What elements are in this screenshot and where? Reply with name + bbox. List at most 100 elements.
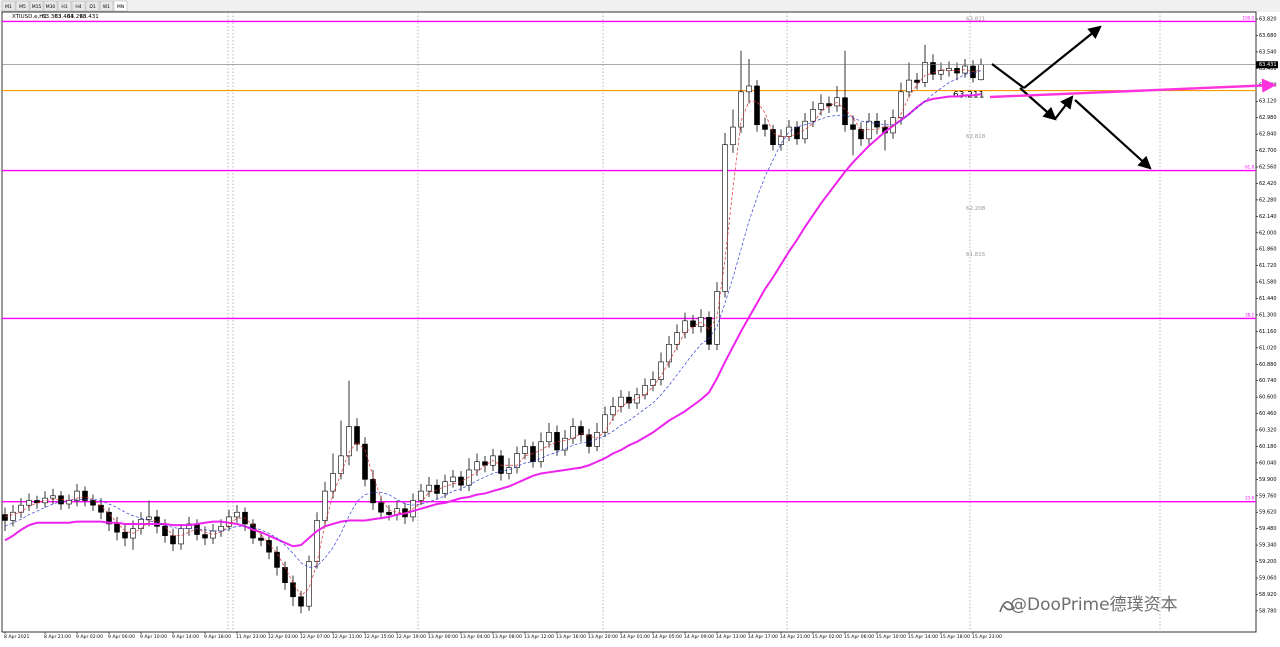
candle-body [770, 129, 776, 145]
x-tick-label: 12 Apr 03:00 [268, 634, 298, 640]
y-tick-label: 60.040 [1259, 460, 1277, 466]
candle-body [706, 317, 712, 345]
header-open: 63.303 [42, 14, 62, 20]
x-tick-label: 13 Apr 08:00 [492, 634, 522, 640]
y-tick-label: 61.720 [1259, 263, 1277, 269]
candle-body [322, 490, 328, 521]
x-tick-label: 14 Apr 01:00 [620, 634, 650, 640]
candle-body [306, 561, 312, 607]
candle-body [234, 511, 240, 518]
x-tick-label: 15 Apr 06:00 [844, 634, 874, 640]
y-tick-label: 60.600 [1259, 395, 1277, 401]
candle-body [106, 511, 112, 525]
timeframe-tab[interactable] [1, 0, 16, 12]
x-tick-label: 13 Apr 04:00 [460, 634, 490, 640]
candle-body [858, 129, 864, 140]
toolbar [0, 0, 1280, 12]
y-tick-label: 59.900 [1259, 477, 1277, 483]
candle-body [658, 361, 664, 380]
timeframe-tab[interactable] [43, 0, 58, 12]
timeframe-tab[interactable] [113, 0, 128, 12]
candle-body [682, 320, 688, 333]
candle-body [450, 476, 456, 482]
watermark-logo [999, 601, 1016, 613]
fib-level-label: 38.2 [1245, 312, 1254, 317]
timeframe-tab[interactable] [29, 0, 44, 12]
x-tick-label: 14 Apr 21:00 [780, 634, 810, 640]
y-tick-label: 61.300 [1259, 312, 1277, 318]
x-tick-label: 13 Apr 16:00 [556, 634, 586, 640]
candle-body [762, 124, 768, 130]
x-tick-label: 15 Apr 18:00 [940, 634, 970, 640]
candle-body [2, 514, 8, 521]
candle-body [650, 379, 656, 386]
candle-body [202, 534, 208, 539]
x-tick-label: 15 Apr 10:00 [876, 634, 906, 640]
candle-body [746, 85, 752, 93]
y-tick-label: 61.440 [1259, 296, 1277, 302]
timeframe-tab[interactable] [71, 0, 86, 12]
candle-body [378, 502, 384, 513]
fib-value: 62.818 [966, 134, 986, 140]
x-tick-label: 14 Apr 13:00 [716, 634, 746, 640]
y-tick-label: 59.200 [1259, 559, 1277, 565]
candle-body [514, 453, 520, 468]
y-tick-label: 59.340 [1259, 543, 1277, 549]
candle-body [26, 500, 32, 506]
candle-body [730, 126, 736, 145]
x-tick-label: 14 Apr 17:00 [748, 634, 778, 640]
x-tick-label: 13 Apr 00:00 [428, 634, 458, 640]
x-tick-label: 12 Apr 15:00 [364, 634, 394, 640]
timeframe-label: MN [117, 4, 124, 10]
fib-value: 62.208 [966, 206, 986, 212]
candle-body [418, 490, 424, 501]
y-tick-label: 63.400 [1259, 66, 1277, 72]
candle-body [826, 103, 832, 107]
candle-body [914, 79, 920, 83]
candle-body [474, 461, 480, 471]
y-tick-label: 60.740 [1259, 378, 1277, 384]
x-tick-label: 12 Apr 11:00 [332, 634, 362, 640]
candle-body [802, 120, 808, 140]
fib-level-label: 100.0 [1243, 15, 1255, 20]
timeframe-tab[interactable] [85, 0, 100, 12]
x-tick-label: 8 Apr 2021 [4, 634, 30, 640]
header-low: 63.298 [67, 14, 87, 20]
timeframe-tab[interactable] [99, 0, 114, 12]
y-tick-label: 58.920 [1259, 592, 1277, 598]
x-tick-label: 12 Apr 19:00 [396, 634, 426, 640]
y-tick-label: 60.320 [1259, 428, 1277, 434]
fib-level-label: 61.8 [1245, 165, 1254, 170]
y-tick-label: 63.820 [1259, 17, 1277, 23]
x-tick-label: 11 Apr 23:00 [236, 634, 266, 640]
x-tick-label: 15 Apr 02:00 [812, 634, 842, 640]
timeframe-tab[interactable] [57, 0, 72, 12]
x-tick-label: 15 Apr 14:00 [908, 634, 938, 640]
header-high: 63.484 [55, 14, 75, 20]
chart-title: XTIUSD.e,H1 [12, 14, 47, 20]
x-tick-label: 8 Apr 21:00 [44, 634, 71, 640]
timeframe-label: H4 [75, 4, 81, 10]
timeframe-tab[interactable] [15, 0, 30, 12]
candle-body [186, 523, 192, 529]
candle-body [290, 582, 296, 598]
candle-body [18, 504, 24, 513]
x-tick-label: 9 Apr 06:00 [108, 634, 135, 640]
candle-body [10, 511, 16, 521]
candle-body [74, 490, 80, 501]
candle-body [258, 537, 264, 541]
y-tick-label: 60.180 [1259, 444, 1277, 450]
candle-body [642, 385, 648, 396]
watermark: @DooPrime德璞资本 [1010, 595, 1178, 615]
candle-body [498, 455, 504, 474]
timeframe-label: H1 [61, 4, 67, 10]
x-tick-label: 14 Apr 05:00 [652, 634, 682, 640]
y-tick-label: 59.760 [1259, 493, 1277, 499]
timeframe-label: M15 [32, 4, 42, 10]
y-tick-label: 62.560 [1259, 165, 1277, 171]
moving-average [4, 93, 982, 548]
candle-body [594, 432, 600, 447]
candle-body [266, 540, 272, 553]
candle-body [866, 120, 872, 140]
candle-body [90, 500, 96, 506]
